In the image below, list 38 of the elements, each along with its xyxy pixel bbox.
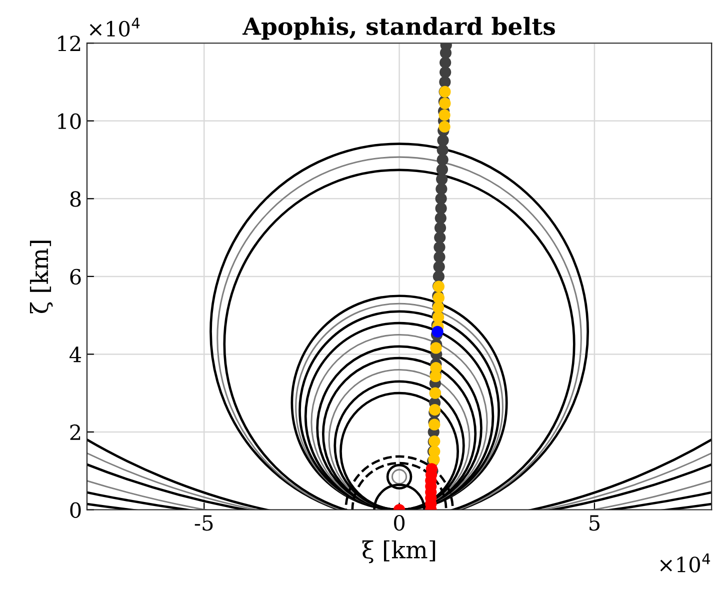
point: [438, 120, 450, 133]
point: [437, 134, 449, 146]
point: [434, 212, 446, 224]
x-tick-label: -5: [194, 515, 213, 531]
point: [428, 418, 440, 430]
point: [434, 251, 446, 263]
point: [440, 66, 452, 78]
point: [436, 164, 448, 176]
x-tick-label: 0: [394, 514, 405, 531]
point: [432, 326, 444, 338]
point: [434, 222, 446, 234]
point: [435, 202, 447, 214]
point: [436, 183, 448, 195]
y-tick-label: 8: [70, 191, 81, 207]
point: [428, 404, 441, 416]
point: [434, 241, 446, 254]
text: ×10$^{4}$: [660, 553, 710, 572]
point: [440, 56, 452, 68]
point: [436, 173, 448, 186]
text: ×10$^{4}$: [90, 18, 140, 37]
y-tick-label: 6: [70, 268, 81, 285]
y-tick-label: 4: [70, 346, 82, 362]
point: [433, 260, 445, 273]
y-tick-label: 12: [58, 36, 80, 52]
x-axis-title: ξ [km]: [362, 540, 436, 564]
point: [434, 232, 446, 244]
y-tick-label: 0: [70, 502, 81, 518]
point: [438, 109, 450, 121]
chart-title: Apophis, standard belts: [242, 16, 555, 40]
point: [436, 154, 448, 166]
point: [430, 370, 442, 382]
point: [435, 192, 447, 204]
y-axis-title: ζ [km]: [30, 240, 53, 314]
point: [436, 144, 448, 156]
y-tick-label: 2: [70, 424, 80, 440]
x-tick-label: 5: [590, 515, 600, 531]
y-tick-label: 10: [58, 113, 81, 130]
point: [430, 342, 442, 354]
